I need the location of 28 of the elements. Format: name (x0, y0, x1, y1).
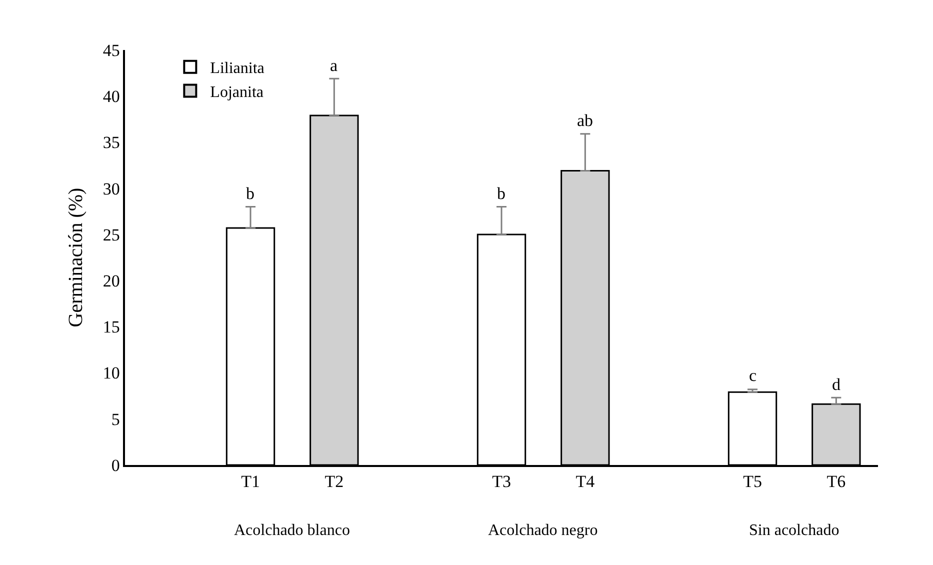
x-tick-label: T1 (241, 472, 260, 492)
y-tick-label: 0 (111, 456, 120, 475)
x-tick-label: T4 (576, 472, 596, 492)
annotation: b (246, 184, 254, 203)
y-axis-title: Germinación (%) (64, 188, 87, 328)
y-tick-label: 30 (102, 179, 120, 198)
y-tick-label: 45 (102, 40, 120, 60)
y-tick-label: 5 (111, 410, 120, 429)
annotation: c (749, 366, 757, 385)
annotation: b (497, 184, 506, 203)
y-tick-label: 25 (102, 225, 120, 244)
text: Acolchado blanco (234, 522, 350, 539)
x-tick-label: T3 (492, 472, 511, 492)
text: Acolchado negro (488, 522, 598, 539)
annotation: d (832, 375, 841, 394)
annotation: ab (577, 111, 594, 130)
y-tick-label: 35 (102, 133, 120, 152)
y-tick-label: 15 (102, 318, 120, 337)
x-tick-label: T6 (826, 472, 846, 492)
legend-label: Lojanita (210, 84, 264, 101)
y-tick-label: 40 (102, 87, 120, 106)
text: Sin acolchado (749, 522, 840, 539)
legend-label: Lilianita (210, 60, 264, 78)
x-tick-label: T2 (324, 472, 344, 492)
annotation: a (330, 56, 338, 75)
x-tick-label: T5 (743, 472, 762, 492)
y-tick-label: 20 (102, 272, 120, 291)
y-tick-label: 10 (102, 364, 120, 383)
